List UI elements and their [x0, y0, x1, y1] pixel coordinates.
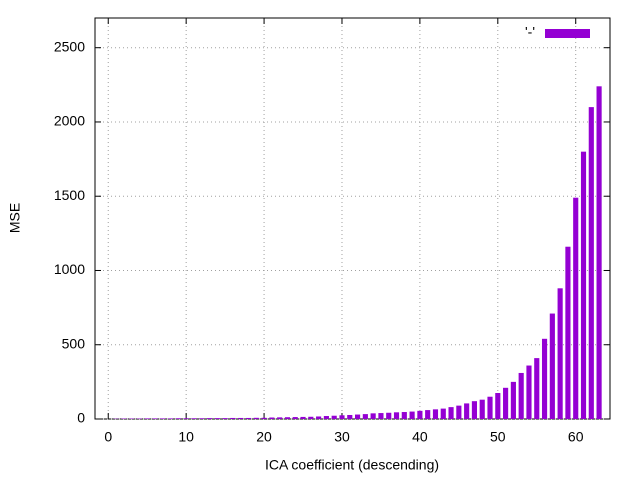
x-axis-label: ICA coefficient (descending): [265, 457, 439, 473]
bar: [222, 418, 228, 419]
bar: [549, 313, 555, 419]
bar: [487, 396, 493, 419]
x-tick-label: 10: [178, 429, 194, 445]
bar: [370, 413, 376, 419]
bar: [160, 418, 166, 419]
x-tick-label: 60: [568, 429, 584, 445]
bar: [495, 393, 501, 419]
bar: [168, 418, 174, 419]
bar: [269, 417, 275, 419]
bar: [206, 418, 213, 419]
bar: [300, 416, 306, 419]
bar: [308, 416, 314, 419]
bar: [386, 412, 392, 419]
bar: [596, 86, 602, 420]
bar: [471, 401, 478, 419]
y-tick-label: 2500: [54, 38, 85, 54]
bar: [464, 403, 470, 419]
x-tick-label: 30: [334, 429, 350, 445]
bar: [448, 407, 454, 419]
x-tick-label: 0: [104, 429, 112, 445]
y-tick-label: 0: [77, 410, 85, 426]
bar: [432, 409, 439, 419]
bar: [479, 399, 485, 419]
bar: [362, 414, 368, 419]
bar: [401, 412, 407, 419]
legend-label: '-': [525, 24, 535, 40]
bar: [175, 418, 181, 419]
bar: [339, 415, 345, 419]
x-tick-label: 50: [490, 429, 506, 445]
bar: [534, 358, 540, 419]
bar: [417, 410, 423, 419]
bar: [261, 417, 267, 419]
bar: [152, 418, 158, 419]
bar: [456, 405, 462, 419]
bar: [292, 417, 298, 419]
bar: [191, 418, 197, 419]
bar: [253, 417, 259, 419]
y-tick-label: 1500: [54, 187, 85, 203]
bar: [378, 413, 384, 419]
bar: [144, 418, 150, 419]
y-axis-label: MSE: [7, 203, 23, 233]
bar: [230, 417, 236, 419]
bar: [245, 417, 252, 419]
bar: [425, 410, 431, 419]
bar: [557, 288, 563, 419]
legend-swatch: [545, 29, 590, 38]
bar: [580, 151, 587, 419]
bar: [393, 412, 400, 419]
bar: [238, 417, 244, 419]
bar: [565, 246, 571, 419]
bar: [331, 415, 337, 419]
bar: [573, 197, 579, 419]
bar: [284, 417, 291, 419]
bar: [347, 414, 353, 419]
bar: [518, 372, 524, 419]
y-tick-label: 2000: [54, 113, 85, 129]
bar: [503, 387, 509, 419]
bar: [440, 408, 446, 419]
bar: [183, 418, 189, 419]
bar: [510, 381, 516, 419]
x-tick-label: 20: [256, 429, 272, 445]
y-tick-label: 500: [62, 335, 86, 351]
bar: [588, 107, 594, 419]
bar: [316, 416, 322, 419]
bar: [323, 416, 329, 419]
bar: [277, 417, 283, 419]
bar: [541, 338, 548, 419]
bar: [214, 418, 220, 419]
bar: [526, 365, 532, 419]
plot-frame: [94, 17, 611, 420]
bar: [354, 414, 361, 419]
bar: [409, 411, 415, 419]
x-tick-label: 40: [412, 429, 428, 445]
bar: [199, 418, 205, 419]
y-tick-label: 1000: [54, 261, 85, 277]
